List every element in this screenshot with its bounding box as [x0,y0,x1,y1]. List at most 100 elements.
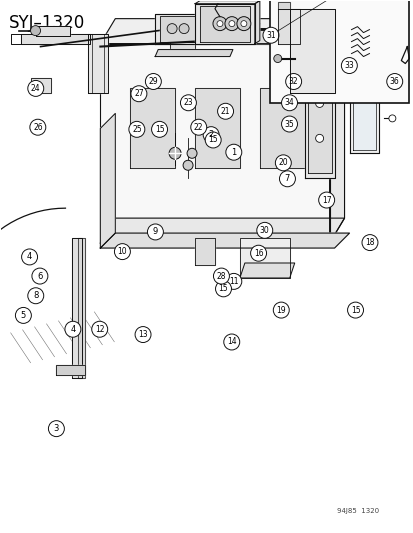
Polygon shape [170,42,195,55]
Text: 33: 33 [344,61,354,70]
Circle shape [315,134,323,142]
Circle shape [388,115,395,122]
Text: 6: 6 [37,272,43,280]
Circle shape [28,80,44,96]
Polygon shape [100,233,349,248]
Circle shape [131,86,147,102]
Circle shape [279,171,295,187]
Text: 16: 16 [253,249,263,258]
Polygon shape [254,1,259,44]
Polygon shape [155,14,209,44]
Text: 4: 4 [70,325,75,334]
Text: 15: 15 [218,284,228,293]
Text: 15: 15 [154,125,164,134]
Polygon shape [195,4,254,44]
Circle shape [15,308,31,324]
Polygon shape [195,88,239,168]
Circle shape [213,268,229,284]
Polygon shape [100,114,115,248]
Text: 26: 26 [33,123,43,132]
Circle shape [21,249,38,265]
Circle shape [48,421,64,437]
Circle shape [262,27,278,43]
Text: 7: 7 [284,174,290,183]
Text: 28: 28 [216,272,225,280]
Polygon shape [55,365,85,375]
Polygon shape [349,44,378,154]
Polygon shape [239,29,314,44]
Circle shape [205,132,221,148]
Polygon shape [100,44,329,243]
Text: 94J85  1320: 94J85 1320 [337,508,378,514]
Text: 35: 35 [284,119,294,128]
Circle shape [167,23,177,34]
Circle shape [65,321,81,337]
Text: 34: 34 [284,98,294,107]
Circle shape [225,144,241,160]
Text: 19: 19 [276,305,285,314]
Circle shape [128,122,145,138]
Text: 11: 11 [228,277,238,286]
Polygon shape [31,78,50,93]
Text: 2: 2 [208,130,213,139]
Circle shape [217,103,233,119]
Polygon shape [274,55,304,84]
Circle shape [315,100,323,108]
Text: 5: 5 [21,311,26,320]
Circle shape [275,155,291,171]
Text: 31: 31 [266,31,275,40]
Polygon shape [155,50,233,56]
Polygon shape [277,2,289,9]
Circle shape [31,26,40,36]
Circle shape [256,222,272,238]
Circle shape [225,273,241,289]
Circle shape [281,95,297,111]
Text: 4: 4 [27,253,32,261]
Circle shape [224,17,238,30]
Circle shape [236,17,250,30]
Circle shape [179,23,189,34]
Circle shape [203,127,218,143]
Polygon shape [239,238,289,278]
Circle shape [151,122,167,138]
Circle shape [285,74,301,90]
Polygon shape [351,46,375,150]
Circle shape [32,268,48,284]
Text: 13: 13 [138,330,147,339]
Text: 21: 21 [220,107,230,116]
Circle shape [145,74,161,90]
Circle shape [135,327,151,343]
Circle shape [30,119,46,135]
Text: 10: 10 [117,247,127,256]
Circle shape [386,74,402,90]
Circle shape [183,160,192,170]
Circle shape [114,244,130,260]
Circle shape [212,17,226,30]
Text: 15: 15 [350,305,359,314]
Polygon shape [199,6,249,42]
Circle shape [190,119,206,135]
Text: 29: 29 [148,77,158,86]
Polygon shape [36,26,70,36]
Circle shape [187,148,197,158]
Text: 32: 32 [288,77,298,86]
Circle shape [223,334,239,350]
Polygon shape [130,88,175,168]
Text: 8: 8 [33,291,38,300]
Polygon shape [199,23,259,38]
Polygon shape [329,19,344,243]
Text: 27: 27 [134,89,143,98]
Circle shape [92,321,107,337]
Polygon shape [78,238,85,378]
Text: 36: 36 [389,77,399,86]
Text: 25: 25 [132,125,141,134]
Text: 22: 22 [194,123,203,132]
Polygon shape [195,238,214,265]
Text: 3: 3 [54,424,59,433]
Circle shape [28,288,44,304]
Polygon shape [307,74,331,173]
Circle shape [273,302,289,318]
Circle shape [361,235,377,251]
Polygon shape [277,9,299,44]
Polygon shape [21,34,90,44]
